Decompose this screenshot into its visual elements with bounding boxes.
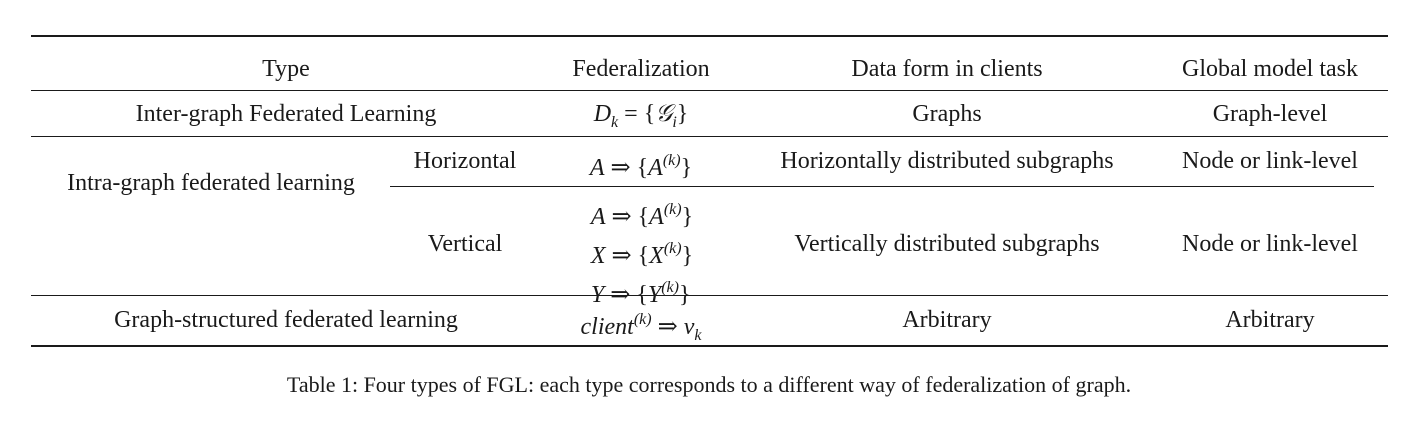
- header-rule: [31, 90, 1388, 91]
- intra-type: Intra-graph federated learning: [67, 170, 355, 196]
- bottom-rule: [31, 345, 1388, 347]
- row4-data-form: Arbitrary: [902, 307, 992, 333]
- row2-federalization: A ⇒ {A(k)}: [589, 152, 693, 181]
- top-rule: [31, 35, 1388, 37]
- row1-task: Graph-level: [1212, 101, 1328, 127]
- row2-task: Node or link-level: [1182, 148, 1358, 174]
- row1-rule: [31, 136, 1388, 137]
- row2-data-form: Horizontally distributed subgraphs: [780, 148, 1114, 174]
- row1-federalization: Dk = {𝒢i}: [593, 101, 689, 131]
- row1-data-form: Graphs: [912, 101, 982, 127]
- table-caption: Table 1: Four types of FGL: each type co…: [286, 372, 1132, 397]
- row1-type: Inter-graph Federated Learning: [135, 101, 437, 127]
- intra-split-rule: [390, 186, 1374, 187]
- header-federalization: Federalization: [572, 56, 710, 82]
- row3-data-form: Vertically distributed subgraphs: [794, 231, 1100, 257]
- row3-rule: [31, 295, 1388, 296]
- header-task: Global model task: [1182, 56, 1358, 82]
- row3-subtype: Vertical: [427, 231, 503, 257]
- row4-federalization: client(k) ⇒ vk: [580, 311, 702, 344]
- header-data-form: Data form in clients: [851, 56, 1043, 82]
- row4-type: Graph-structured federated learning: [114, 307, 458, 333]
- row3-federalization: A ⇒ {A(k)} X ⇒ {X(k)} Y ⇒ {Y(k)}: [590, 201, 694, 308]
- row4-task: Arbitrary: [1225, 307, 1315, 333]
- row3-task: Node or link-level: [1182, 231, 1358, 257]
- header-type: Type: [262, 56, 310, 82]
- row2-subtype: Horizontal: [413, 148, 517, 174]
